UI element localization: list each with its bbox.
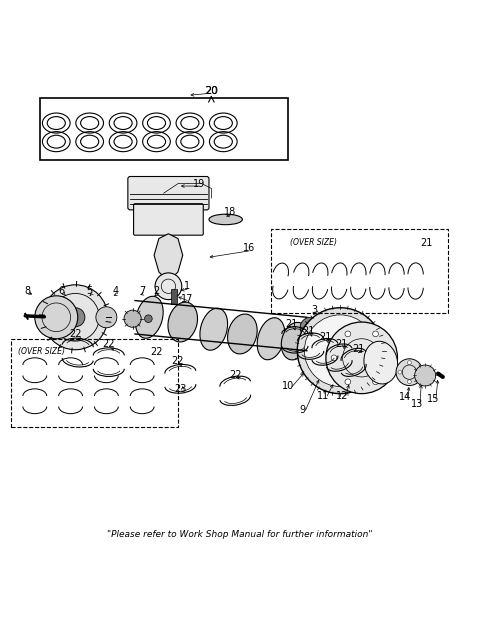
Circle shape [408,361,411,364]
Text: 10: 10 [282,381,294,391]
Polygon shape [154,234,183,281]
Text: 7: 7 [139,286,145,296]
Text: "Please refer to Work Shop Manual for further information": "Please refer to Work Shop Manual for fu… [107,530,373,539]
Text: 23: 23 [174,384,187,394]
Text: 21: 21 [302,326,314,336]
Circle shape [345,379,351,384]
Circle shape [408,380,411,384]
Circle shape [372,379,378,384]
Ellipse shape [228,314,257,354]
Circle shape [372,331,378,337]
Ellipse shape [257,318,285,360]
Circle shape [304,315,376,386]
Text: 11: 11 [317,391,330,401]
Text: 22: 22 [103,339,115,349]
Ellipse shape [364,341,397,384]
Text: 8: 8 [24,286,31,296]
Text: 6: 6 [58,286,64,296]
Text: 22: 22 [229,369,241,379]
Circle shape [155,273,182,299]
Ellipse shape [135,296,163,338]
Text: 17: 17 [181,294,194,304]
Circle shape [386,355,392,361]
Circle shape [398,370,402,374]
Text: 21: 21 [352,344,364,354]
Text: 2: 2 [154,286,160,296]
Text: 3: 3 [311,305,317,315]
Bar [39,98,288,160]
Text: (OVER SIZE): (OVER SIZE) [290,238,337,247]
Ellipse shape [168,302,198,342]
FancyBboxPatch shape [133,204,203,235]
Circle shape [124,310,141,328]
FancyBboxPatch shape [128,176,209,210]
Text: 22: 22 [150,348,163,358]
Text: 22: 22 [69,329,82,339]
Text: 1: 1 [184,281,191,291]
Circle shape [43,285,108,350]
Ellipse shape [281,322,309,360]
Circle shape [297,308,383,394]
Text: 21: 21 [319,332,331,342]
Text: 21: 21 [420,238,432,248]
Text: 12: 12 [336,391,349,401]
Text: 21: 21 [285,319,298,329]
Circle shape [396,359,423,386]
Text: 18: 18 [224,208,237,217]
Circle shape [331,355,337,361]
Ellipse shape [209,214,242,225]
Text: 4: 4 [113,286,119,296]
Text: 19: 19 [193,179,205,189]
Circle shape [345,331,351,337]
Text: 13: 13 [411,399,424,409]
Text: 22: 22 [172,356,184,366]
Ellipse shape [200,308,228,350]
Text: 20: 20 [205,86,217,96]
Text: 21: 21 [336,339,348,349]
Text: 5: 5 [86,286,93,296]
Text: (OVER SIZE): (OVER SIZE) [18,348,65,356]
Bar [171,289,177,304]
Circle shape [417,370,421,374]
Text: 9: 9 [299,406,305,416]
Text: 20: 20 [204,86,218,96]
Text: 14: 14 [398,392,411,402]
Circle shape [66,308,85,327]
Circle shape [326,322,397,394]
Text: 16: 16 [243,243,256,253]
Circle shape [96,307,117,328]
Text: 15: 15 [427,394,440,404]
Circle shape [300,318,321,338]
Circle shape [415,365,436,386]
Circle shape [35,296,78,339]
Circle shape [144,315,152,322]
